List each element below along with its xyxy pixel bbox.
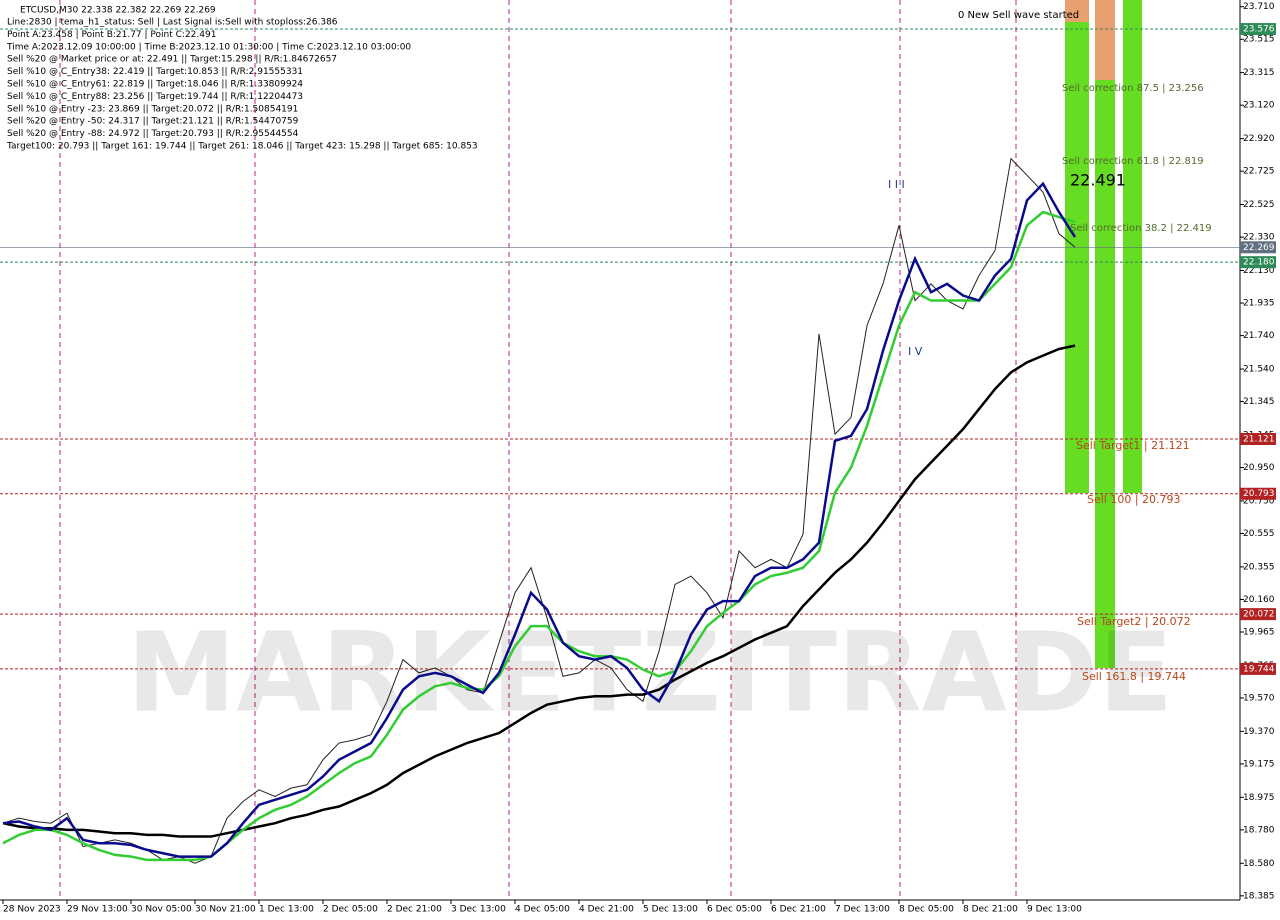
y-tick-label: 20.950 (1243, 463, 1275, 473)
x-tick-label: 6 Dec 05:00 (707, 905, 762, 915)
annotation: 22.491 (1070, 171, 1126, 190)
level-box (1240, 256, 1276, 269)
x-tick-label: 28 Nov 2023 (3, 905, 61, 915)
level-box (1240, 241, 1276, 254)
zone (1095, 0, 1115, 668)
x-tick-label: 29 Nov 13:00 (67, 905, 128, 915)
x-tick-label: 4 Dec 05:00 (515, 905, 570, 915)
y-tick-label: 21.345 (1243, 397, 1275, 407)
y-tick-label: 21.935 (1243, 299, 1275, 309)
info-line: Point A:23.458 | Point B:21.77 | Point C… (7, 30, 216, 40)
y-tick-label: 22.525 (1243, 200, 1275, 210)
x-tick-label: 30 Nov 21:00 (195, 905, 256, 915)
y-tick-label: 22.920 (1243, 134, 1275, 144)
info-line: Sell %20 @ Entry -88: 24.972 || Target:2… (7, 129, 299, 139)
level-box (1240, 662, 1276, 675)
y-tick-label: 20.160 (1243, 595, 1275, 605)
y-tick-label: 19.570 (1243, 693, 1275, 703)
zone (1065, 0, 1089, 22)
zone (1095, 0, 1115, 80)
level-label: 19.744 (1243, 664, 1275, 674)
y-tick-label: 22.330 (1243, 233, 1275, 243)
y-tick-label: 18.975 (1243, 793, 1275, 803)
x-tick-label: 30 Nov 05:00 (131, 905, 192, 915)
level-label: 20.793 (1243, 489, 1275, 499)
y-tick-label: 18.580 (1243, 859, 1275, 869)
x-tick-label: 4 Dec 21:00 (579, 905, 634, 915)
info-line: Sell %20 @ Market price or at: 22.491 ||… (7, 55, 337, 65)
x-tick-label: 9 Dec 13:00 (1027, 905, 1082, 915)
x-tick-label: 5 Dec 13:00 (643, 905, 698, 915)
level-label: 21.121 (1243, 434, 1275, 444)
annotation: Sell Target1 | 21.121 (1076, 439, 1190, 452)
annotation: Sell correction 61.8 | 22.819 (1062, 156, 1204, 167)
y-tick-label: 20.555 (1243, 529, 1275, 539)
series-line (2, 210, 1076, 862)
info-line: Sell %20 @ Entry -50: 24.317 || Target:2… (7, 117, 299, 127)
x-tick-label: 8 Dec 21:00 (963, 905, 1018, 915)
y-tick-label: 21.740 (1243, 331, 1275, 341)
x-tick-label: 7 Dec 13:00 (835, 905, 890, 915)
series-line (2, 181, 1077, 858)
y-tick-label: 21.540 (1243, 365, 1275, 375)
level-box (1240, 23, 1276, 36)
info-line: Sell %10 @ C_Entry88: 23.256 || Target:1… (7, 92, 303, 102)
x-tick-label: 2 Dec 05:00 (323, 905, 378, 915)
annotation: Sell 161.8 | 19.744 (1082, 670, 1186, 683)
annotation: Sell 100 | 20.793 (1087, 493, 1181, 506)
annotation: 0 New Sell wave started (958, 10, 1079, 21)
series-line (2, 344, 1076, 838)
y-tick-label: 23.515 (1243, 35, 1275, 45)
level-box (1240, 432, 1276, 445)
x-tick-label: 2 Dec 21:00 (387, 905, 442, 915)
y-tick-label: 22.130 (1243, 266, 1275, 276)
y-tick-label: 18.385 (1243, 891, 1275, 901)
zone (1123, 0, 1142, 493)
x-tick-label: 3 Dec 13:00 (451, 905, 506, 915)
y-tick-label: 19.965 (1243, 628, 1275, 638)
y-tick-label: 22.725 (1243, 167, 1275, 177)
info-line: Sell %10 @ C_Entry38: 22.419 || Target:1… (7, 67, 303, 77)
level-label: 23.576 (1243, 25, 1275, 35)
chart-title: ETCUSD,M30 22.338 22.382 22.269 22.269 (20, 6, 216, 16)
y-tick-label: 23.120 (1243, 101, 1275, 111)
y-tick-label: 18.780 (1243, 825, 1275, 835)
info-line: Sell %10 @ Entry -23: 23.869 || Target:2… (7, 104, 298, 114)
info-line: Sell %10 @ C_Entry61: 22.819 || Target:1… (7, 80, 303, 90)
info-line: Line:2830 | tema_h1_status: Sell | Last … (7, 18, 338, 28)
level-box (1240, 608, 1276, 621)
x-tick-label: 1 Dec 13:00 (259, 905, 314, 915)
y-tick-label: 19.175 (1243, 759, 1275, 769)
annotation: I V (908, 345, 923, 358)
day-separators (59, 0, 1017, 900)
zone (1065, 0, 1089, 493)
level-label: 22.269 (1243, 243, 1275, 253)
y-tick-label: 19.370 (1243, 727, 1275, 737)
annotation: I I I (888, 178, 905, 191)
info-line: Time A:2023.12.09 10:00:00 | Time B:2023… (6, 42, 411, 52)
info-line: Target100: 20.793 || Target 161: 19.744 … (6, 142, 478, 152)
annotation: Sell Target2 | 20.072 (1077, 615, 1191, 628)
x-tick-label: 8 Dec 05:00 (899, 905, 954, 915)
y-tick-label: 23.710 (1243, 2, 1275, 12)
level-box (1240, 487, 1276, 500)
y-tick-label: 20.750 (1243, 496, 1275, 506)
annotation: Sell correction 38.2 | 22.419 (1070, 223, 1212, 234)
y-tick-label: 23.315 (1243, 68, 1275, 78)
x-tick-label: 6 Dec 21:00 (771, 905, 826, 915)
level-label: 22.180 (1243, 258, 1275, 268)
zones (1065, 0, 1142, 668)
y-tick-label: 20.355 (1243, 562, 1275, 572)
annotation: Sell correction 87.5 | 23.256 (1062, 83, 1204, 94)
level-label: 20.072 (1243, 610, 1275, 620)
